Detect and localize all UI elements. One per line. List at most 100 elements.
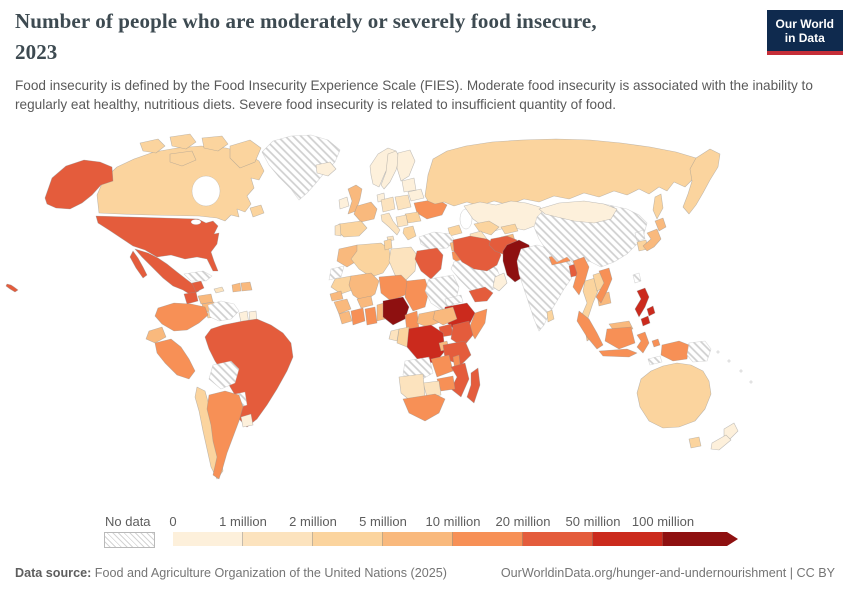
country-ireland[interactable] <box>338 196 350 210</box>
country-caucasus[interactable] <box>447 224 463 237</box>
country-mongolia[interactable] <box>538 200 618 224</box>
legend-bin-0[interactable] <box>173 532 243 546</box>
country-dominican-republic[interactable] <box>240 281 253 292</box>
legend-bin-7[interactable] <box>663 532 738 546</box>
country-japan-honshu[interactable] <box>642 228 662 252</box>
country-uk[interactable] <box>347 184 363 215</box>
country-papua-new-guinea[interactable] <box>686 340 712 363</box>
legend-bin-6[interactable] <box>593 532 663 546</box>
footer-link[interactable]: OurWorldinData.org/hunger-and-undernouri… <box>500 566 835 580</box>
country-libya[interactable] <box>388 246 418 282</box>
country-senegal[interactable] <box>329 290 344 302</box>
country-botswana[interactable] <box>422 380 442 398</box>
country-turkey[interactable] <box>418 231 456 251</box>
country-canada-baffin[interactable] <box>229 139 262 169</box>
country-south-africa[interactable] <box>402 393 446 422</box>
country-gabon[interactable] <box>388 328 400 342</box>
country-vietnam[interactable] <box>595 267 613 304</box>
country-tunisia[interactable] <box>383 238 393 251</box>
country-philippines[interactable] <box>634 287 650 318</box>
country-kenya[interactable] <box>450 320 474 348</box>
legend-bin-4[interactable] <box>453 532 523 546</box>
country-philippines-island[interactable] <box>640 315 651 327</box>
country-portugal[interactable] <box>334 223 342 237</box>
country-sierra-leone[interactable] <box>338 310 353 325</box>
country-japan-hokkaido[interactable] <box>654 217 667 232</box>
country-peru[interactable] <box>154 338 196 380</box>
country-mozambique[interactable] <box>450 362 470 398</box>
country-mexico-baja[interactable] <box>129 250 148 279</box>
country-angola[interactable] <box>402 356 434 382</box>
country-guinea[interactable] <box>333 298 352 315</box>
country-indonesia-papua[interactable] <box>660 340 690 362</box>
country-uruguay[interactable] <box>240 413 254 428</box>
country-niger[interactable] <box>378 274 410 302</box>
country-ghana[interactable] <box>364 306 378 326</box>
country-greece[interactable] <box>402 225 417 241</box>
legend-bin-2[interactable] <box>313 532 383 546</box>
country-indonesia-maluku[interactable] <box>651 338 661 348</box>
country-poland[interactable] <box>394 194 412 211</box>
country-venezuela[interactable] <box>207 300 240 322</box>
country-zambia[interactable] <box>430 354 454 378</box>
country-usa-hawaii[interactable] <box>5 283 19 293</box>
country-italy[interactable] <box>380 212 401 236</box>
country-mauritania[interactable] <box>330 275 356 295</box>
country-egypt[interactable] <box>414 247 444 280</box>
country-belarus[interactable] <box>407 188 425 202</box>
country-indonesia-kalimantan[interactable] <box>604 326 636 350</box>
country-canada-island[interactable] <box>139 138 166 154</box>
owid-logo[interactable]: Our World in Data <box>766 10 843 55</box>
country-nigeria[interactable] <box>382 296 410 326</box>
country-indonesia-sumatra[interactable] <box>576 310 604 350</box>
country-haiti[interactable] <box>231 282 242 293</box>
country-finland[interactable] <box>396 149 416 182</box>
country-uzbekistan[interactable] <box>473 220 500 236</box>
country-jamaica[interactable] <box>213 286 225 294</box>
country-iceland[interactable] <box>315 161 337 177</box>
country-canada-island[interactable] <box>169 133 197 150</box>
country-cote-divoire[interactable] <box>350 307 366 326</box>
no-data-swatch[interactable] <box>104 532 155 548</box>
country-argentina[interactable] <box>206 390 244 480</box>
country-colombia[interactable] <box>154 302 209 332</box>
country-yemen[interactable] <box>468 286 494 303</box>
country-myanmar[interactable] <box>572 256 590 296</box>
country-mexico-yucatan[interactable] <box>191 280 205 293</box>
country-usa[interactable] <box>95 215 220 272</box>
country-chad[interactable] <box>404 278 430 312</box>
country-canada-island[interactable] <box>201 135 229 152</box>
country-australia[interactable] <box>636 362 712 429</box>
country-russia[interactable] <box>424 138 713 207</box>
country-usa-alaska[interactable] <box>44 159 114 210</box>
country-madagascar[interactable] <box>466 367 481 404</box>
country-germany[interactable] <box>380 196 396 213</box>
country-philippines-island[interactable] <box>646 305 656 317</box>
country-france[interactable] <box>353 201 378 223</box>
country-taiwan[interactable] <box>632 272 642 284</box>
country-sweden[interactable] <box>380 150 401 190</box>
legend-bin-5[interactable] <box>523 532 593 546</box>
country-canada[interactable] <box>96 145 265 222</box>
country-bolivia[interactable] <box>208 360 240 390</box>
country-canada-island[interactable] <box>169 150 197 167</box>
country-kyrgyzstan[interactable] <box>500 223 519 235</box>
country-new-zealand-north[interactable] <box>723 422 739 440</box>
country-guatemala[interactable] <box>183 291 199 305</box>
country-eritrea[interactable] <box>444 294 464 307</box>
country-oman[interactable] <box>492 272 508 292</box>
country-australia-tasmania[interactable] <box>688 436 702 449</box>
country-sri-lanka[interactable] <box>546 309 555 323</box>
legend-bin-3[interactable] <box>383 532 453 546</box>
country-cuba[interactable] <box>183 270 213 282</box>
country-balkans[interactable] <box>395 214 409 228</box>
country-south-sudan[interactable] <box>432 306 458 326</box>
country-timor-leste[interactable] <box>647 355 663 366</box>
legend-bin-1[interactable] <box>243 532 313 546</box>
country-mexico[interactable] <box>134 248 200 296</box>
country-russia-fareast[interactable] <box>682 148 721 215</box>
country-indonesia-java[interactable] <box>598 348 638 358</box>
country-ecuador[interactable] <box>145 326 167 344</box>
country-russia-sakhalin[interactable] <box>652 193 664 220</box>
country-burkina-faso[interactable] <box>356 295 374 309</box>
